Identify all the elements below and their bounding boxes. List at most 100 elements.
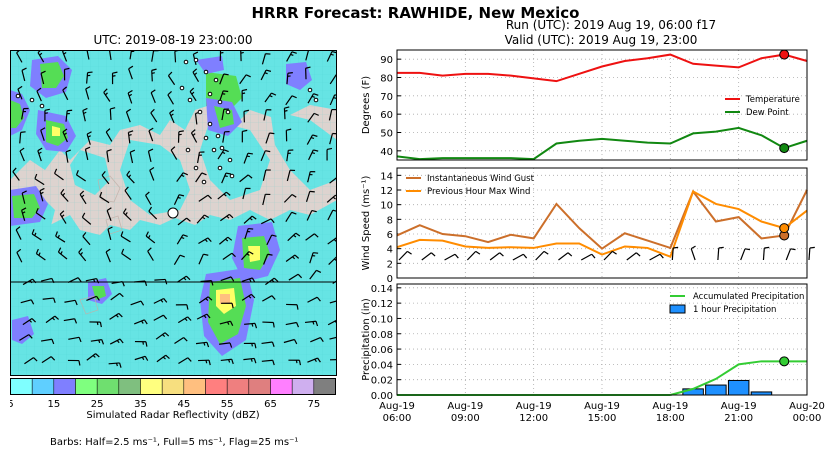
wind-barb	[198, 194, 209, 202]
wind-barb	[262, 169, 267, 181]
colorbar-label: Simulated Radar Reflectivity (dBZ)	[86, 410, 260, 421]
wind-barb-feather	[85, 86, 91, 90]
wind-barb-feather	[164, 279, 168, 285]
wind-barb	[151, 50, 155, 62]
wind-barb	[244, 322, 256, 325]
wind-barb	[243, 215, 253, 224]
barbs-note: Barbs: Half=2.5 ms⁻¹, Full=5 ms⁻¹, Flag=…	[50, 437, 299, 448]
wind-barb-feather	[33, 357, 38, 362]
wind-barb	[218, 236, 229, 245]
wind-barb-feather	[245, 74, 251, 78]
wind-barb	[309, 252, 314, 264]
wind-barb-feather	[291, 193, 297, 198]
station-dot	[197, 109, 203, 115]
wind-barb	[19, 150, 25, 162]
x-tick-label-date: Aug-19	[516, 401, 552, 412]
wind-barb	[147, 151, 152, 163]
wind-barb	[287, 232, 297, 242]
wind-barb	[148, 210, 158, 220]
wind-barb-feather	[269, 132, 275, 135]
wind-barb-feather	[128, 174, 132, 178]
x-tick-label-time: 00:00	[793, 413, 822, 424]
wind-barb	[512, 253, 524, 261]
legend-label: Instantaneous Wind Gust	[427, 174, 535, 184]
colorbar-cell	[31, 378, 55, 395]
wind-barb	[58, 251, 68, 260]
wind-barb	[107, 229, 112, 241]
wind-barb	[85, 278, 97, 282]
legend: Accumulated Precipitation 1 hour Precipit…	[669, 292, 804, 315]
wind-barb	[328, 109, 333, 121]
wind-barb-feather	[314, 358, 317, 363]
wind-barb-feather	[150, 89, 156, 94]
colorbar-cell	[248, 378, 271, 395]
wind-barb	[127, 132, 131, 144]
wind-barb	[489, 252, 501, 261]
wind-barb	[19, 132, 22, 144]
colorbar-cell	[183, 378, 206, 395]
wind-barb	[200, 280, 212, 283]
wind-barb	[328, 256, 337, 266]
wind-barb	[106, 151, 110, 163]
wind-barb	[45, 315, 56, 324]
wind-barb-feather	[81, 212, 86, 218]
wind-barb	[283, 194, 293, 203]
wind-barb-feather	[522, 253, 528, 259]
wind-barb	[219, 342, 231, 345]
x-tick-label-date: Aug-19	[447, 401, 483, 412]
valid-time-marker	[779, 143, 790, 154]
y-tick-label: 80	[380, 74, 393, 85]
x-tick-label-time: 15:00	[588, 413, 617, 424]
wind-barb-feather	[293, 234, 297, 238]
wind-barb-feather	[57, 247, 62, 253]
colorbar-cell	[75, 378, 98, 395]
legend-label: Previous Hour Max Wind	[427, 187, 530, 197]
wind-barb	[327, 237, 337, 245]
wind-barb	[288, 273, 299, 281]
wind-barb-feather	[77, 277, 82, 283]
wind-barb	[134, 319, 145, 325]
wind-barb-feather	[254, 343, 257, 349]
wind-barb-feather	[147, 247, 152, 252]
wind-barb-feather	[225, 191, 231, 196]
wind-barb-feather	[286, 128, 292, 131]
wind-barb-feather	[265, 150, 271, 153]
wind-barb	[264, 92, 272, 103]
wind-barb-feather	[162, 334, 166, 337]
colorbar-cell	[140, 378, 163, 395]
wind-barb	[260, 218, 272, 225]
wind-barb-feather	[247, 152, 253, 155]
wind-barb-feather	[186, 217, 191, 222]
wind-barb-feather	[44, 108, 50, 111]
wind-barb-feather	[182, 172, 189, 176]
wind-barb-feather	[271, 341, 275, 347]
wind-barb-feather	[78, 248, 83, 253]
wind-barb	[283, 108, 286, 120]
location-marker	[167, 207, 179, 219]
wind-barb	[174, 51, 177, 63]
wind-barb-feather	[183, 337, 188, 342]
valid-time-marker	[779, 356, 790, 367]
wind-barb-feather	[167, 91, 172, 96]
wind-barb-feather	[298, 360, 302, 366]
wind-barb-feather	[17, 85, 23, 90]
wind-barb	[327, 209, 334, 221]
run-line: Run (UTC): 2019 Aug 19, 06:00 f17	[505, 18, 717, 32]
colorbar-cell	[96, 378, 120, 395]
wind-barb	[84, 149, 89, 161]
y-tick-label: 8	[387, 215, 393, 226]
y-tick-label: 2	[387, 259, 393, 270]
wind-barb	[220, 213, 230, 222]
wind-barb	[220, 358, 232, 362]
wind-barb	[151, 70, 153, 82]
wind-barb-feather	[246, 253, 250, 256]
wind-barb-feather	[227, 321, 230, 325]
wind-barb-feather	[144, 280, 148, 286]
wind-barb-feather	[82, 107, 88, 112]
wind-barb	[129, 152, 134, 164]
wind-barb	[266, 234, 273, 246]
wind-barb-feather	[248, 295, 252, 299]
station-dot	[207, 121, 213, 127]
wind-barb	[195, 172, 203, 183]
wind-barb	[145, 235, 156, 244]
